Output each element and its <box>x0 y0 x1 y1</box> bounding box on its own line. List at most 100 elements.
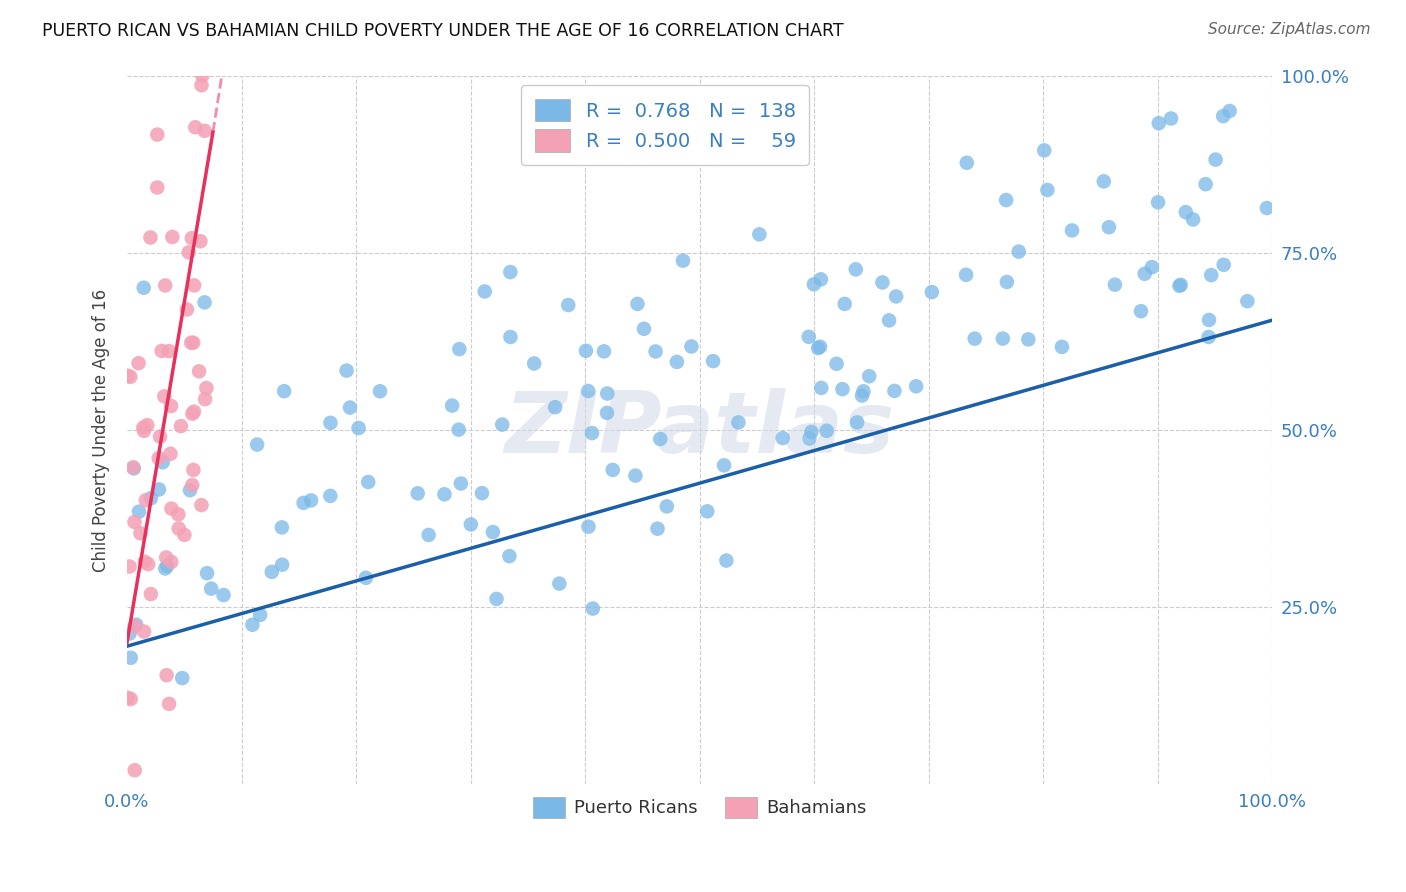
Point <box>582 601 605 615</box>
Point <box>991 332 1014 346</box>
Point <box>173 528 195 542</box>
Point <box>1050 340 1073 354</box>
Point <box>1098 220 1121 235</box>
Point <box>576 384 599 398</box>
Point <box>485 591 508 606</box>
Point <box>357 475 380 489</box>
Point <box>336 363 359 377</box>
Point <box>1212 109 1234 123</box>
Point <box>150 343 173 358</box>
Point <box>194 124 217 138</box>
Point <box>800 425 823 439</box>
Point <box>190 498 212 512</box>
Point <box>299 493 322 508</box>
Point <box>132 420 155 434</box>
Point <box>194 392 217 406</box>
Point <box>665 355 688 369</box>
Point <box>195 381 218 395</box>
Point <box>815 424 838 438</box>
Point <box>624 468 647 483</box>
Point <box>155 278 177 293</box>
Point <box>581 426 603 441</box>
Point <box>418 528 440 542</box>
Point <box>474 285 496 299</box>
Point <box>644 344 666 359</box>
Point <box>135 493 157 508</box>
Point <box>807 341 830 355</box>
Point <box>190 234 212 248</box>
Point <box>877 313 900 327</box>
Point <box>810 272 832 286</box>
Point <box>1017 332 1039 346</box>
Point <box>491 417 513 432</box>
Point <box>544 400 567 414</box>
Point <box>120 692 142 706</box>
Point <box>124 619 146 633</box>
Point <box>1212 258 1234 272</box>
Point <box>596 386 619 401</box>
Point <box>593 344 616 359</box>
Point <box>132 281 155 295</box>
Point <box>152 455 174 469</box>
Point <box>1092 174 1115 188</box>
Point <box>118 626 141 640</box>
Point <box>647 522 669 536</box>
Point <box>242 617 264 632</box>
Point <box>1008 244 1031 259</box>
Point <box>626 297 648 311</box>
Point <box>450 476 472 491</box>
Point <box>523 357 546 371</box>
Point <box>1060 223 1083 237</box>
Point <box>1147 195 1170 210</box>
Point <box>716 553 738 567</box>
Point <box>172 671 194 685</box>
Point <box>146 180 169 194</box>
Point <box>995 193 1018 207</box>
Point <box>153 389 176 403</box>
Point <box>120 650 142 665</box>
Text: ZIPatlas: ZIPatlas <box>505 389 894 472</box>
Point <box>921 285 943 299</box>
Point <box>184 120 207 135</box>
Point <box>1182 212 1205 227</box>
Point <box>441 399 464 413</box>
Point <box>129 526 152 541</box>
Point <box>195 566 218 581</box>
Point <box>1140 260 1163 275</box>
Point <box>120 369 142 384</box>
Point <box>162 230 184 244</box>
Point <box>183 278 205 293</box>
Point <box>155 561 177 575</box>
Point <box>319 416 342 430</box>
Point <box>499 265 522 279</box>
Point <box>212 588 235 602</box>
Point <box>188 364 211 378</box>
Point <box>799 432 821 446</box>
Point <box>905 379 928 393</box>
Point <box>460 517 482 532</box>
Point <box>831 382 853 396</box>
Point <box>578 519 600 533</box>
Point <box>292 496 315 510</box>
Point <box>273 384 295 399</box>
Point <box>271 558 294 572</box>
Point <box>696 504 718 518</box>
Point <box>846 416 869 430</box>
Point <box>482 524 505 539</box>
Point <box>1199 268 1222 282</box>
Point <box>181 478 204 492</box>
Point <box>498 549 520 563</box>
Point <box>1256 201 1278 215</box>
Point <box>1133 267 1156 281</box>
Point <box>319 489 342 503</box>
Point <box>176 302 198 317</box>
Point <box>406 486 429 500</box>
Point <box>1104 277 1126 292</box>
Point <box>149 429 172 443</box>
Point <box>655 500 678 514</box>
Point <box>132 424 155 438</box>
Point <box>963 332 986 346</box>
Y-axis label: Child Poverty Under the Age of 16: Child Poverty Under the Age of 16 <box>93 288 110 572</box>
Point <box>575 343 598 358</box>
Point <box>433 487 456 501</box>
